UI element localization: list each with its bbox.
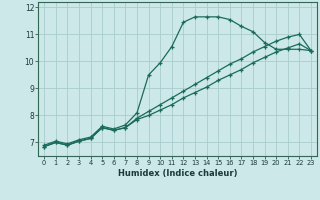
X-axis label: Humidex (Indice chaleur): Humidex (Indice chaleur): [118, 169, 237, 178]
